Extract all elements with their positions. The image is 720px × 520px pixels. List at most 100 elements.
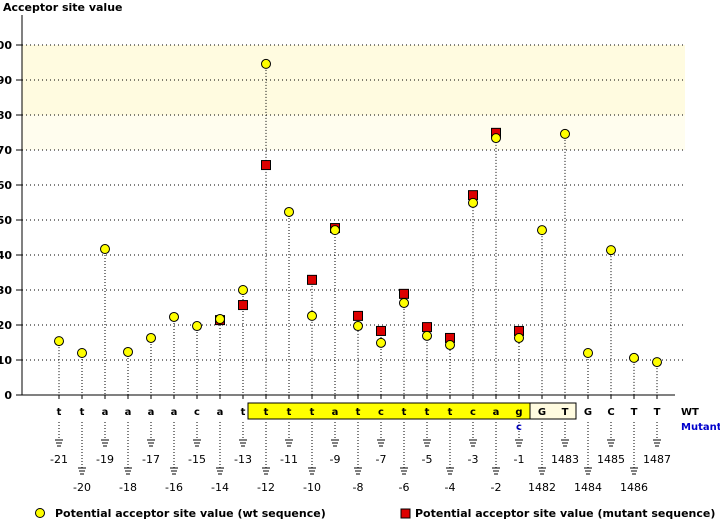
position-label: -17 (142, 453, 160, 466)
position-label: 1487 (643, 453, 671, 466)
wt-point (307, 310, 317, 321)
position-label: -1 (514, 453, 525, 466)
y-tick-label: 10 (0, 354, 12, 367)
wt-point (537, 225, 547, 236)
position-label: -14 (211, 481, 229, 494)
wt-base: t (241, 407, 246, 418)
position-label: -4 (445, 481, 456, 494)
wt-point (169, 311, 179, 322)
wt-point (261, 58, 271, 69)
y-tick-label: 40 (0, 249, 12, 262)
mutant-point (376, 325, 386, 336)
wt-base: t (402, 407, 407, 418)
highlight-band (22, 115, 685, 150)
wt-base: t (356, 407, 361, 418)
position-label: 1484 (574, 481, 602, 494)
wt-base: t (57, 407, 62, 418)
wt-point (399, 297, 409, 308)
wt-base: t (80, 407, 85, 418)
legend-wt-marker (35, 508, 45, 518)
mutant-point (238, 300, 248, 311)
mutant-row-label: Mutant (681, 422, 720, 433)
position-label: -13 (234, 453, 252, 466)
wt-base: a (332, 407, 339, 418)
wt-base: t (287, 407, 292, 418)
position-label: -20 (73, 481, 91, 494)
position-label: 1483 (551, 453, 579, 466)
wt-point (284, 206, 294, 217)
y-tick-label: 20 (0, 319, 12, 332)
legend-wt-label: Potential acceptor site value (wt sequen… (55, 507, 326, 520)
y-axis-title: Acceptor site value (3, 1, 122, 14)
wt-base: a (125, 407, 132, 418)
wt-base: a (148, 407, 155, 418)
position-label: 1486 (620, 481, 648, 494)
y-tick-label: 80 (0, 109, 12, 122)
wt-point (238, 285, 248, 295)
wt-point (560, 128, 570, 139)
position-label: 1482 (528, 481, 556, 494)
wt-point (583, 348, 593, 358)
wt-base: G (538, 407, 546, 418)
legend-mutant-label: Potential acceptor site value (mutant se… (415, 507, 715, 520)
position-label: -6 (399, 481, 410, 494)
position-label: -10 (303, 481, 321, 494)
position-label: 1485 (597, 453, 625, 466)
wt-base: t (425, 407, 430, 418)
mutant-base: c (516, 422, 522, 433)
mutant-point (307, 274, 317, 285)
y-tick-label: 70 (0, 144, 12, 157)
wt-base: G (584, 407, 592, 418)
wt-base: c (194, 407, 200, 418)
position-label: -15 (188, 453, 206, 466)
position-label: -8 (353, 481, 364, 494)
wt-point (54, 336, 64, 347)
wt-point (514, 332, 524, 343)
wt-base: t (310, 407, 315, 418)
mutant-point (261, 160, 271, 171)
wt-point (330, 225, 340, 236)
y-tick-label: 90 (0, 74, 12, 87)
wt-point (422, 330, 432, 341)
position-label: -2 (491, 481, 502, 494)
wt-base: c (378, 407, 384, 418)
wt-base: t (448, 407, 453, 418)
wt-base: C (607, 407, 614, 418)
wt-base: T (562, 407, 569, 418)
y-tick-label: 0 (4, 389, 12, 402)
wt-base: g (515, 407, 522, 418)
wt-point (491, 133, 501, 144)
position-label: -11 (280, 453, 298, 466)
wt-point (606, 245, 616, 256)
wt-point (192, 321, 202, 332)
wt-base: a (102, 407, 109, 418)
donor-highlight-box (529, 402, 577, 420)
position-label: -5 (422, 453, 433, 466)
wt-point (100, 244, 110, 255)
position-label: -21 (50, 453, 68, 466)
position-label: -9 (330, 453, 341, 466)
wt-point (468, 197, 478, 208)
position-label: -16 (165, 481, 183, 494)
position-label: -7 (376, 453, 387, 466)
wt-base: a (493, 407, 500, 418)
position-label: -12 (257, 481, 275, 494)
wt-point (77, 348, 87, 358)
wt-base: a (171, 407, 178, 418)
position-label: -19 (96, 453, 114, 466)
wt-base: T (631, 407, 638, 418)
legend-wt: Potential acceptor site value (wt sequen… (35, 507, 326, 520)
mutant-point (399, 288, 409, 299)
wt-base: T (654, 407, 661, 418)
wt-point (376, 337, 386, 348)
wt-point (215, 314, 225, 325)
mutant-point (353, 310, 363, 321)
wt-base: c (470, 407, 476, 418)
wt-point (353, 321, 363, 332)
wt-point (146, 332, 156, 343)
position-label: -3 (468, 453, 479, 466)
y-tick-label: 100 (0, 39, 12, 52)
wt-base: a (217, 407, 224, 418)
wt-point (629, 352, 639, 363)
